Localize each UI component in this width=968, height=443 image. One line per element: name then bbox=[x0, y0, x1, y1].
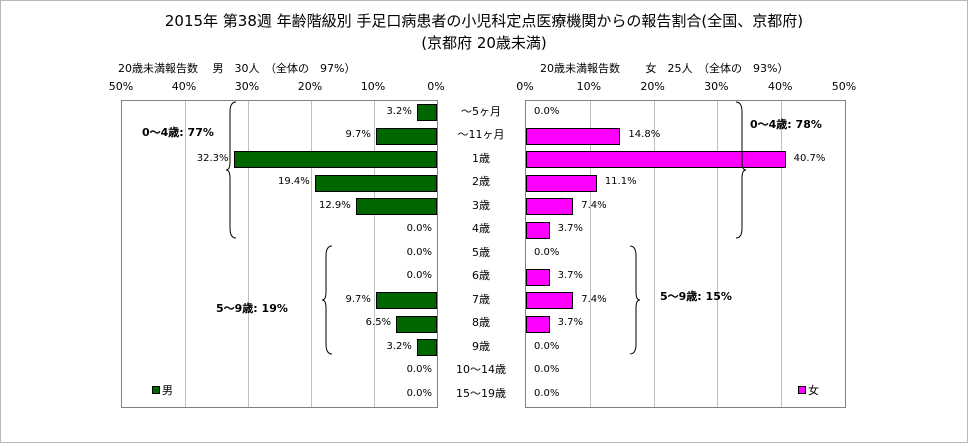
legend-male-label: 男 bbox=[162, 384, 173, 397]
category-label: 10～14歳 bbox=[456, 363, 506, 377]
female-axis-tick: 0% bbox=[516, 80, 534, 93]
female-data-label: 0.0% bbox=[534, 246, 560, 258]
legend-male-swatch bbox=[152, 386, 160, 394]
female-data-label: 3.7% bbox=[557, 223, 583, 235]
chart-title: 2015年 第38週 年齢階級別 手足口病患者の小児科定点医療機関からの報告割合… bbox=[164, 12, 804, 30]
male-axis-tick: 30% bbox=[234, 80, 260, 93]
female-0-4-group-label: 0～4歳: 78% bbox=[750, 118, 822, 131]
male-bar bbox=[416, 339, 437, 357]
male-data-label: 0.0% bbox=[406, 270, 432, 282]
male-bar bbox=[233, 151, 437, 169]
male-data-label: 32.3% bbox=[196, 152, 229, 164]
male-bar bbox=[375, 292, 437, 310]
legend-female: 女 bbox=[798, 382, 819, 398]
male-0-4-group-label: 0～4歳: 77% bbox=[142, 126, 214, 139]
male-bar bbox=[396, 315, 437, 333]
category-label: 15～19歳 bbox=[456, 386, 506, 400]
category-label: ～5ヶ月 bbox=[461, 104, 501, 118]
male-gridline bbox=[374, 101, 375, 407]
female-gridline bbox=[589, 101, 591, 407]
female-data-label: 11.1% bbox=[604, 176, 637, 188]
male-data-label: 19.4% bbox=[278, 176, 310, 188]
male-data-label: 9.7% bbox=[345, 129, 371, 141]
male-axis-tick: 20% bbox=[297, 80, 323, 93]
male-gridline bbox=[185, 101, 186, 407]
female-axis-tick: 20% bbox=[640, 80, 665, 93]
male-data-label: 0.0% bbox=[406, 364, 432, 376]
male-5-9-group-label: 5～9歳: 19% bbox=[216, 302, 288, 315]
female-bar bbox=[526, 127, 621, 145]
male-data-label: 9.7% bbox=[345, 293, 371, 305]
female-data-label: 3.7% bbox=[557, 317, 583, 329]
female-gridline bbox=[717, 101, 719, 407]
female-bar bbox=[526, 315, 550, 333]
male-plot-area bbox=[121, 100, 438, 408]
legend-male: 男 bbox=[152, 382, 173, 398]
male-bar bbox=[314, 174, 437, 192]
male-data-label: 12.9% bbox=[318, 199, 351, 211]
female-5-9-group-label: 5～9歳: 15% bbox=[660, 290, 732, 303]
female-gridline bbox=[653, 101, 655, 407]
female-bar bbox=[526, 174, 597, 192]
category-label: 3歳 bbox=[472, 198, 490, 212]
male-bar bbox=[416, 104, 437, 122]
category-label: 1歳 bbox=[472, 151, 490, 165]
legend-female-label: 女 bbox=[808, 384, 819, 397]
female-data-label: 3.7% bbox=[557, 270, 583, 282]
female-bar bbox=[526, 221, 550, 239]
male-data-label: 0.0% bbox=[406, 246, 432, 258]
female-data-label: 0.0% bbox=[534, 364, 560, 376]
male-axis-tick: 50% bbox=[108, 80, 134, 93]
female-bar bbox=[526, 198, 574, 216]
male-5-9-brace bbox=[321, 245, 333, 355]
male-data-label: 0.0% bbox=[406, 223, 432, 235]
male-data-label: 3.2% bbox=[386, 105, 412, 117]
category-label: 5歳 bbox=[472, 245, 490, 259]
female-axis-tick: 10% bbox=[576, 80, 602, 93]
female-data-label: 0.0% bbox=[534, 387, 560, 399]
male-data-label: 3.2% bbox=[386, 340, 412, 352]
female-gridline bbox=[781, 101, 783, 407]
category-label: 9歳 bbox=[472, 339, 490, 353]
female-data-label: 7.4% bbox=[581, 199, 607, 211]
male-count-header: 20歳未満報告数 男 30人 （全体の 97%） bbox=[118, 62, 356, 75]
female-bar bbox=[526, 292, 574, 310]
female-plot-area bbox=[525, 100, 846, 408]
female-data-label: 7.4% bbox=[581, 293, 607, 305]
female-axis-tick: 30% bbox=[704, 80, 729, 93]
male-data-label: 6.5% bbox=[365, 317, 392, 329]
male-axis-tick: 40% bbox=[171, 80, 197, 93]
female-bar bbox=[526, 268, 550, 286]
female-data-label: 14.8% bbox=[628, 129, 661, 141]
female-data-label: 0.0% bbox=[534, 340, 560, 352]
category-label: 8歳 bbox=[472, 316, 490, 330]
male-0-4-brace bbox=[225, 101, 237, 239]
male-gridline bbox=[311, 101, 312, 407]
male-data-label: 0.0% bbox=[406, 387, 432, 399]
male-axis-tick: 0% bbox=[427, 80, 445, 93]
category-label: 7歳 bbox=[472, 292, 490, 306]
category-label: ～11ヶ月 bbox=[457, 128, 505, 142]
category-label: 6歳 bbox=[472, 269, 490, 283]
female-bar bbox=[526, 151, 786, 169]
female-0-4-brace bbox=[735, 101, 747, 239]
category-label: 4歳 bbox=[472, 222, 490, 236]
male-bar bbox=[355, 198, 437, 216]
category-label: 2歳 bbox=[472, 175, 490, 189]
female-data-label: 40.7% bbox=[793, 152, 826, 164]
female-axis-tick: 50% bbox=[831, 80, 857, 93]
male-bar bbox=[375, 127, 437, 145]
chart-subtitle: (京都府 20歳未満) bbox=[421, 34, 547, 52]
female-axis-tick: 40% bbox=[767, 80, 793, 93]
male-axis-tick: 10% bbox=[360, 80, 386, 93]
female-count-header: 20歳未満報告数 女 25人 （全体の 93%） bbox=[540, 62, 789, 75]
female-5-9-brace bbox=[629, 245, 641, 355]
female-data-label: 0.0% bbox=[534, 105, 560, 117]
legend-female-swatch bbox=[798, 386, 806, 394]
male-gridline bbox=[248, 101, 249, 407]
